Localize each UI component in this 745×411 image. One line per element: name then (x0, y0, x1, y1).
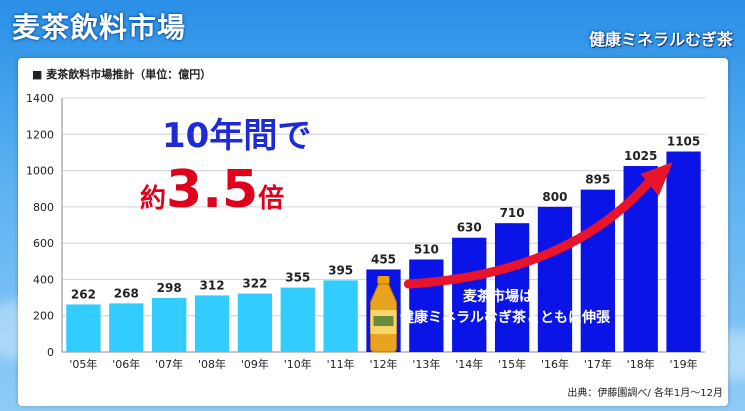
x-tick-label: '08年 (198, 357, 226, 371)
x-tick-label: '12年 (369, 357, 397, 371)
bar-'06年 (109, 303, 144, 352)
data-label: 355 (285, 271, 310, 285)
headline-multiplier: 3.5 (166, 160, 259, 220)
data-label: 895 (585, 173, 610, 187)
x-tick-label: '13年 (412, 357, 440, 371)
data-label: 710 (500, 206, 525, 220)
source-note: 出典：伊藤園調べ/ 各年1月～12月 (567, 388, 723, 399)
bar-'16年 (537, 206, 573, 352)
x-tick-label: '10年 (284, 357, 312, 371)
y-tick-label: 200 (33, 310, 54, 323)
bar-'19年 (666, 151, 701, 352)
y-tick-label: 1400 (26, 92, 54, 105)
data-label: 262 (71, 287, 96, 301)
headline-growth: 約3.5倍 (140, 160, 284, 220)
x-tick-label: '09年 (241, 357, 269, 371)
bar-'09年 (237, 293, 273, 352)
x-tick-label: '05年 (69, 357, 97, 371)
bar-'11年 (323, 280, 358, 352)
callout-line-1: 麦茶市場は、 (463, 289, 547, 305)
y-tick-label: 800 (33, 201, 54, 214)
y-tick-label: 600 (33, 237, 54, 250)
headline-suffix: 倍 (258, 184, 285, 214)
data-label: 395 (328, 263, 353, 277)
data-label: 312 (200, 278, 225, 292)
bar-'10年 (280, 287, 315, 352)
x-tick-label: '18年 (627, 357, 655, 371)
x-tick-label: '06年 (112, 357, 140, 371)
x-tick-label: '19年 (670, 357, 698, 371)
growth-arrow (403, 162, 673, 289)
growth-callout: 麦茶市場は、 健康ミネラルむぎ茶とともに伸張 (400, 287, 610, 329)
headline-prefix: 約 (140, 184, 167, 214)
y-tick-label: 400 (33, 273, 54, 286)
data-label: 322 (242, 277, 267, 291)
x-tick-label: '07年 (155, 357, 183, 371)
callout-line-2: 健康ミネラルむぎ茶とともに伸張 (400, 310, 610, 326)
bar-'05年 (66, 304, 101, 352)
y-tick-label: 0 (47, 346, 54, 359)
chart-title: ■ 麦茶飲料市場推計（単位：億円） (32, 68, 212, 81)
x-tick-label: '16年 (541, 357, 569, 371)
data-label: 298 (157, 281, 182, 295)
brand-logo: 健康ミネラルむぎ茶 (588, 30, 733, 49)
bar-'07年 (152, 297, 187, 352)
x-tick-label: '15年 (498, 357, 526, 371)
bar-'15年 (494, 223, 530, 352)
bar-'14年 (452, 237, 487, 352)
bottle-illustration (370, 276, 397, 353)
data-label: 268 (114, 286, 139, 300)
y-tick-label: 1200 (26, 128, 54, 141)
data-label: 630 (457, 221, 482, 235)
data-label: 800 (542, 190, 567, 204)
data-label: 1105 (667, 135, 700, 149)
data-label: 455 (371, 252, 396, 266)
x-tick-label: '17年 (584, 357, 612, 371)
bar-'08年 (194, 295, 230, 352)
data-label: 510 (414, 242, 439, 256)
x-tick-label: '11年 (327, 357, 355, 371)
x-tick-label: '14年 (455, 357, 483, 371)
headline-period: 10年間で (162, 116, 312, 156)
data-label: 1025 (624, 149, 657, 163)
y-tick-label: 1000 (26, 165, 54, 178)
page-title: 麦茶飲料市場 (12, 11, 187, 44)
bar-'13年 (409, 259, 444, 352)
